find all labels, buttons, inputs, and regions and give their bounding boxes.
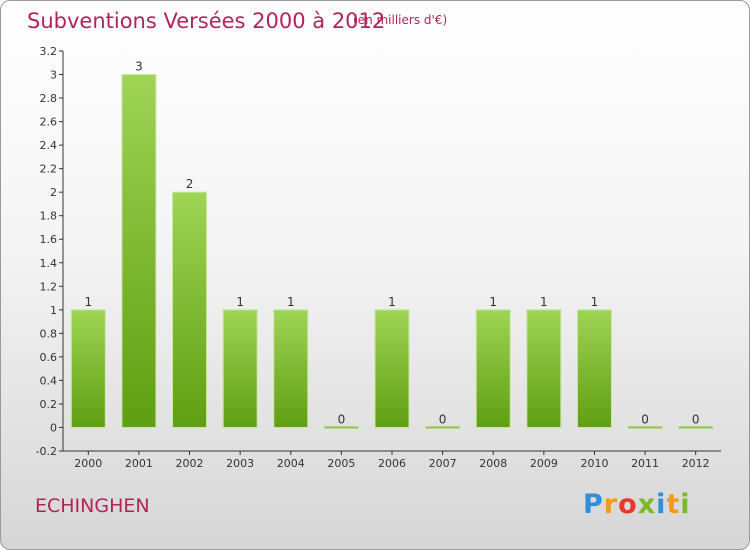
y-tick-label: 2.6 xyxy=(40,116,58,129)
y-tick-label: 1.2 xyxy=(40,280,58,293)
data-label: 2 xyxy=(186,177,194,191)
bar xyxy=(121,74,157,428)
logo-letter: r xyxy=(603,489,619,520)
y-tick-label: 2.4 xyxy=(40,139,58,152)
y-tick-label: 2 xyxy=(50,186,57,199)
labels: 1 3 2 1 1 0 1 0 1 1 1 0 0 xyxy=(84,60,699,427)
bar xyxy=(172,191,208,428)
bar xyxy=(425,426,460,429)
data-label: 0 xyxy=(641,412,649,426)
logo-letter: t xyxy=(666,489,681,520)
y-tick-label: 1.4 xyxy=(40,257,58,270)
x-tick-label: 2004 xyxy=(277,457,305,470)
y-tick-label: 0.2 xyxy=(40,398,58,411)
data-label: 0 xyxy=(692,412,700,426)
x-tick-label: 2003 xyxy=(226,457,254,470)
commune-name: ECHINGHEN xyxy=(35,495,150,517)
axes: -0.2 0 0.2 0.4 0.6 0.8 1 1.2 1.4 1.6 1.8 2 2.2 2.4 2.6… xyxy=(36,45,721,470)
x-tick-label: 2008 xyxy=(479,457,507,470)
data-label: 1 xyxy=(540,295,548,309)
y-tick-label: 1 xyxy=(50,304,57,317)
y-tick-label: 0.8 xyxy=(40,327,58,340)
y-tick-label: 1.8 xyxy=(40,210,58,223)
x-tick-label: 2007 xyxy=(429,457,457,470)
y-tick-label: 2.2 xyxy=(40,163,58,176)
data-label: 1 xyxy=(236,295,244,309)
x-tick-label: 2005 xyxy=(327,457,355,470)
logo-letter: i xyxy=(680,489,691,520)
data-label: 1 xyxy=(489,295,497,309)
x-tick-label: 2012 xyxy=(682,457,710,470)
logo-letter: i xyxy=(656,489,667,520)
x-tick-label: 2009 xyxy=(530,457,558,470)
bar xyxy=(475,309,511,428)
y-tick-label: -0.2 xyxy=(36,445,57,458)
bar xyxy=(576,309,612,428)
y-tick-label: 3.2 xyxy=(40,45,58,58)
y-tick-label: 1.6 xyxy=(40,233,58,246)
bar xyxy=(324,426,359,429)
x-tick-label: 2000 xyxy=(74,457,102,470)
data-label: 0 xyxy=(439,412,447,426)
data-label: 3 xyxy=(135,60,143,74)
data-label: 0 xyxy=(338,412,346,426)
data-label: 1 xyxy=(84,295,92,309)
proxiti-logo: Proxiti xyxy=(583,489,691,520)
bar xyxy=(526,309,562,428)
y-tick-label: 0 xyxy=(50,421,57,434)
bar xyxy=(273,309,309,428)
y-tick-label: 3 xyxy=(50,69,57,82)
y-tick-label: 2.8 xyxy=(40,92,58,105)
x-tick-label: 2002 xyxy=(176,457,204,470)
x-tick-label: 2006 xyxy=(378,457,406,470)
x-tick-label: 2001 xyxy=(125,457,153,470)
data-label: 1 xyxy=(287,295,295,309)
bar xyxy=(222,309,258,428)
data-label: 1 xyxy=(388,295,396,309)
y-tick-label: 0.6 xyxy=(40,351,58,364)
chart-title: Subventions Versées 2000 à 2012 xyxy=(27,9,386,33)
bar xyxy=(70,309,106,428)
bars xyxy=(70,74,713,429)
x-tick-label: 2011 xyxy=(631,457,659,470)
bar xyxy=(374,309,410,428)
logo-letter: x xyxy=(637,489,657,520)
chart-subtitle: (en milliers d'€) xyxy=(353,13,448,27)
bar xyxy=(628,426,663,429)
bar xyxy=(678,426,713,429)
logo-letter: P xyxy=(583,489,604,520)
data-label: 1 xyxy=(591,295,599,309)
x-tick-label: 2010 xyxy=(580,457,608,470)
y-tick-label: 0.4 xyxy=(40,374,58,387)
logo-letter: o xyxy=(618,489,638,520)
